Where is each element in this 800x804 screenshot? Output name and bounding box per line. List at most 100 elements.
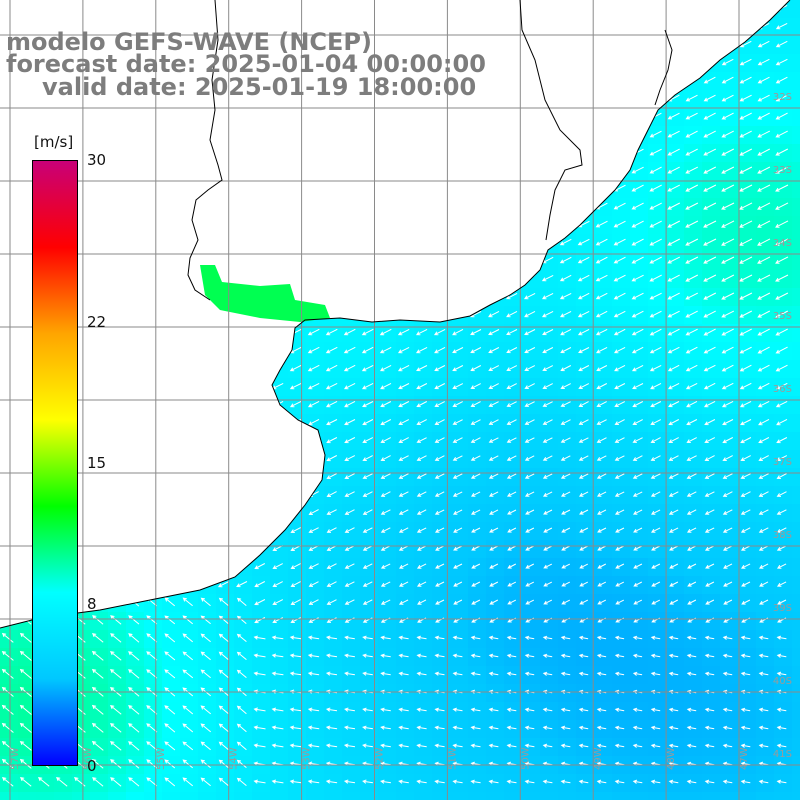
speed-cell (468, 738, 487, 757)
speed-cell (468, 378, 487, 397)
speed-cell (648, 522, 667, 541)
wind-arrow (525, 509, 535, 515)
wind-arrow (2, 221, 13, 227)
speed-cell (666, 162, 685, 181)
speed-cell (504, 306, 523, 325)
wind-arrow (578, 473, 589, 479)
speed-cell (594, 144, 613, 163)
wind-arrow (380, 707, 391, 712)
wind-arrow (613, 238, 626, 246)
speed-cell (756, 18, 775, 37)
wind-arrow (109, 526, 122, 534)
wind-arrow (361, 238, 374, 246)
wind-arrow (128, 167, 140, 173)
speed-cell (504, 252, 523, 271)
wind-arrow (578, 653, 589, 658)
speed-cell (288, 684, 307, 703)
speed-cell (108, 792, 127, 800)
wind-arrow (236, 651, 247, 660)
wind-arrow (20, 383, 32, 390)
wind-arrow (451, 310, 464, 318)
speed-cell (720, 504, 739, 523)
model-title: modelo GEFS-WAVE (NCEP) (6, 28, 372, 56)
wind-arrow (703, 4, 716, 12)
wind-arrow (200, 490, 212, 498)
wind-arrow (722, 491, 733, 497)
wind-arrow (290, 527, 301, 533)
wind-arrow (561, 545, 571, 551)
speed-cell (666, 288, 685, 307)
wind-arrow (253, 743, 266, 748)
speed-cell (306, 468, 325, 487)
speed-cell (270, 774, 289, 793)
wind-arrow (308, 599, 319, 605)
wind-arrow (452, 41, 464, 48)
wind-arrow (2, 95, 13, 101)
speed-cell (612, 522, 631, 541)
wind-arrow (667, 22, 680, 30)
wind-arrow (685, 112, 698, 120)
speed-cell (792, 0, 800, 19)
speed-cell (288, 576, 307, 595)
speed-cell (702, 576, 721, 595)
wind-arrow (361, 310, 374, 318)
speed-cell (522, 18, 541, 37)
wind-arrow (182, 436, 194, 444)
wind-arrow (649, 328, 662, 336)
wind-arrow (470, 149, 482, 156)
speed-cell (756, 738, 775, 757)
wind-arrow (19, 526, 32, 534)
wind-arrow (343, 346, 356, 354)
speed-cell (198, 216, 217, 235)
wind-arrow (1, 580, 15, 588)
speed-cell (504, 126, 523, 145)
wind-arrow (667, 220, 681, 228)
speed-cell (540, 576, 559, 595)
wind-arrow (272, 563, 283, 569)
wind-arrow (235, 274, 248, 282)
wind-arrow (326, 509, 337, 515)
wind-arrow (362, 599, 373, 605)
speed-cell (414, 720, 433, 739)
wind-arrow (380, 382, 392, 390)
wind-arrow (704, 455, 715, 461)
speed-cell (558, 54, 577, 73)
speed-cell (774, 468, 793, 487)
speed-cell (612, 252, 631, 271)
speed-cell (648, 558, 667, 577)
speed-cell (648, 648, 667, 667)
lon-label: 49W (593, 747, 604, 770)
wind-arrow (488, 707, 499, 712)
wind-arrow (524, 455, 535, 461)
wind-arrow (235, 256, 248, 264)
wind-arrow (595, 148, 608, 156)
speed-cell (198, 342, 217, 361)
wind-arrow (435, 545, 445, 551)
wind-arrow (542, 419, 553, 425)
speed-cell (756, 306, 775, 325)
speed-cell (36, 792, 55, 800)
wind-arrow (290, 131, 302, 138)
wind-arrow (2, 167, 13, 173)
wind-arrow (182, 167, 194, 174)
speed-cell (414, 450, 433, 469)
speed-cell (270, 612, 289, 631)
speed-cell (414, 630, 433, 649)
wind-arrow (182, 346, 194, 354)
wind-arrow (614, 725, 625, 730)
speed-cell (648, 612, 667, 631)
speed-cell (0, 198, 19, 217)
speed-cell (720, 540, 739, 559)
wind-arrow (307, 202, 320, 210)
speed-cell (234, 486, 253, 505)
wind-arrow (128, 705, 140, 715)
wind-arrow (685, 202, 699, 210)
speed-cell (738, 396, 757, 415)
speed-cell (792, 108, 800, 127)
wind-arrow (649, 256, 662, 264)
wind-arrow (650, 653, 661, 658)
speed-cell (756, 468, 775, 487)
wind-arrow (164, 723, 176, 733)
speed-cell (648, 450, 667, 469)
wind-arrow (325, 184, 338, 192)
